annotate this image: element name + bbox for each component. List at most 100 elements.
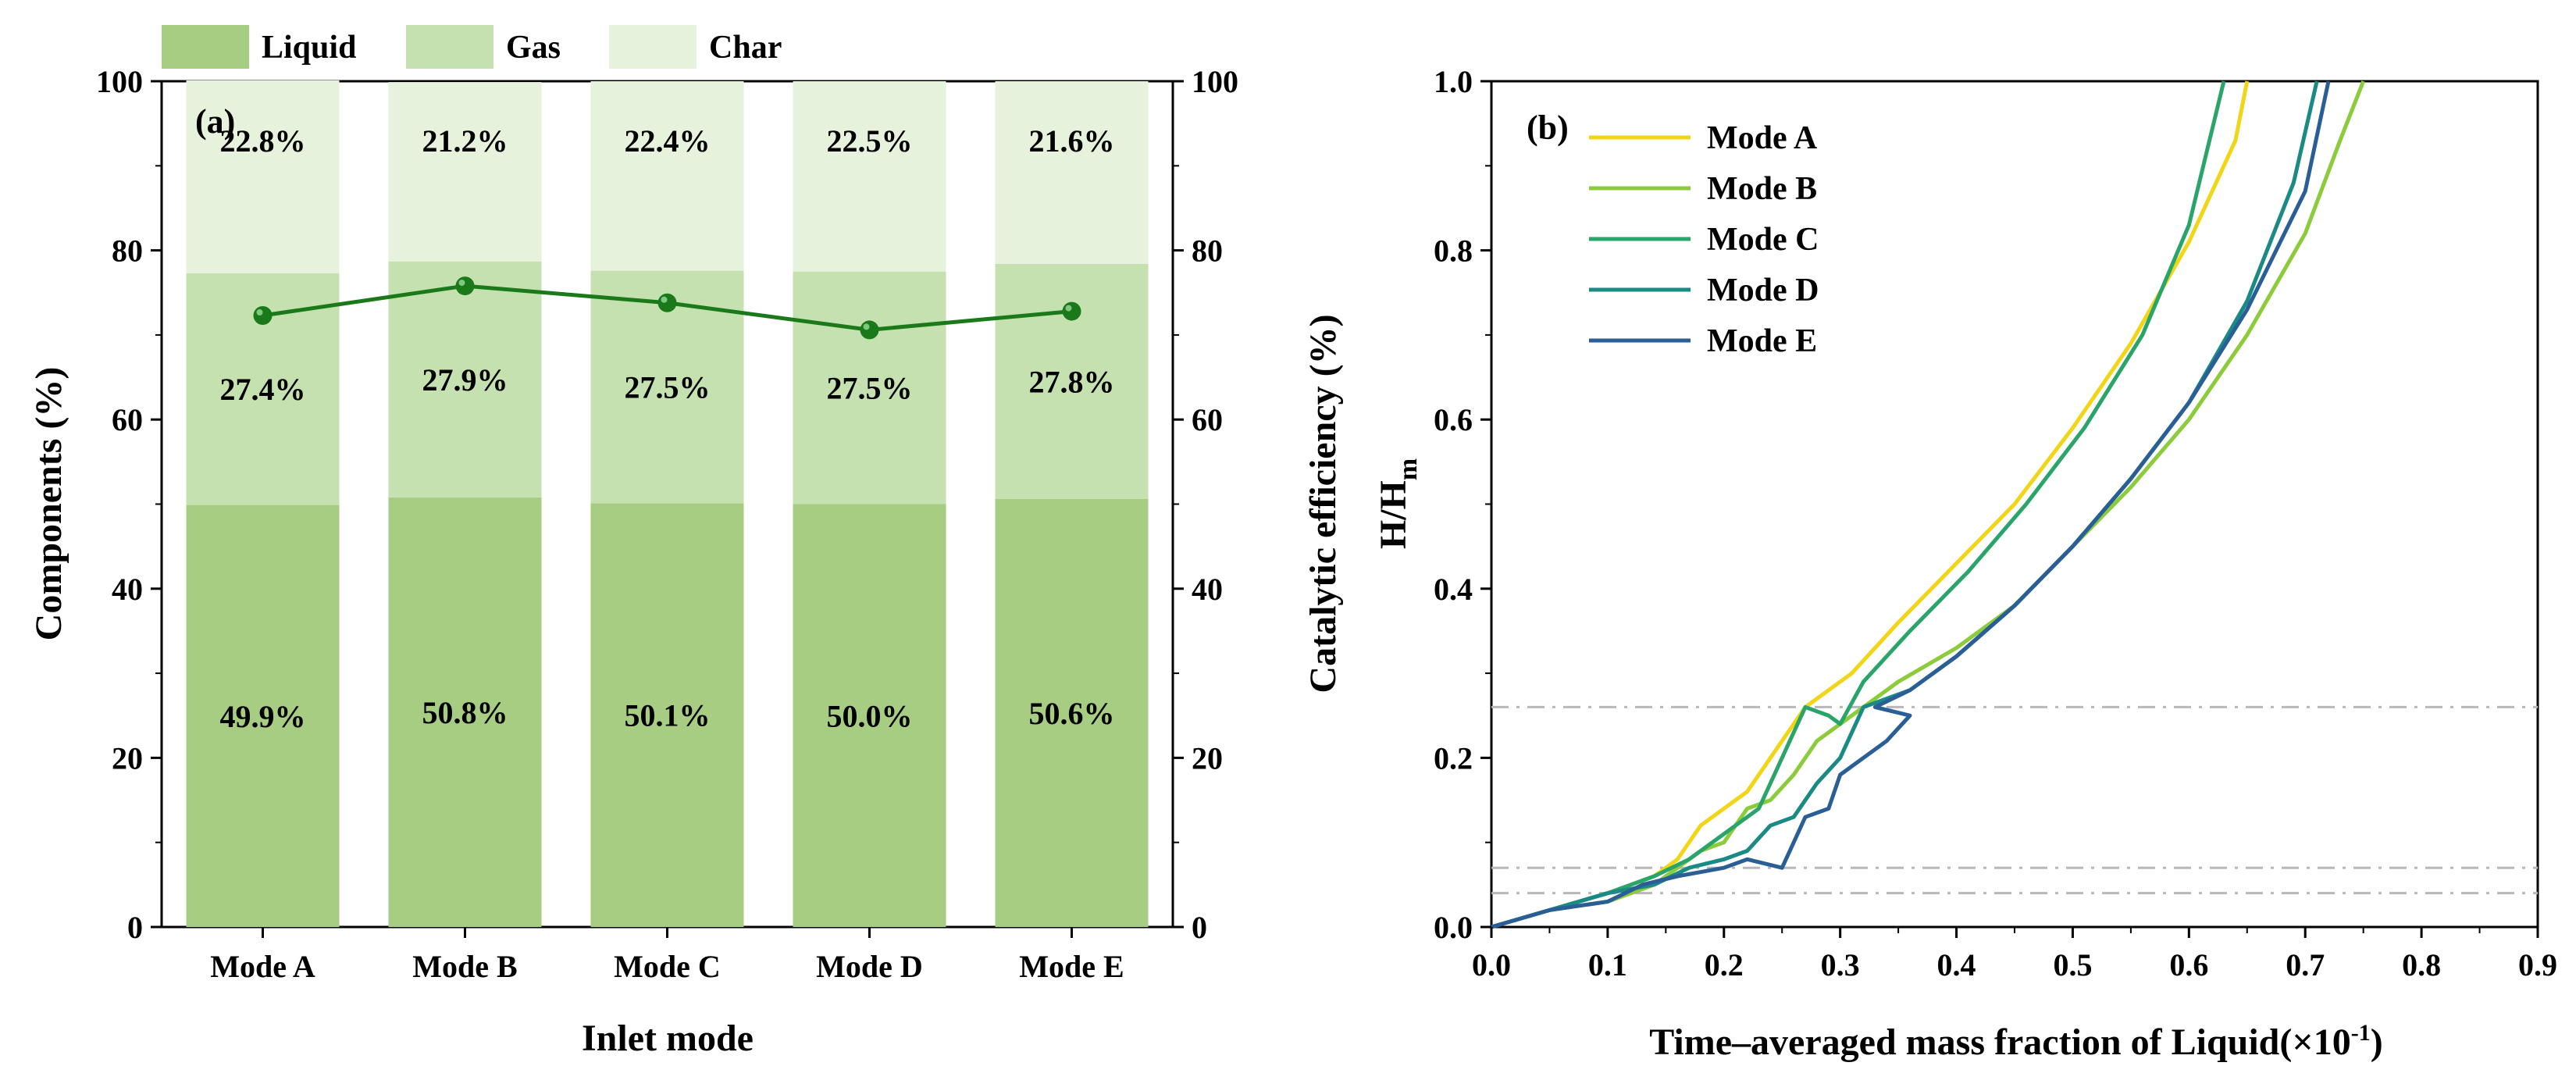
series-line-mode-e: [1491, 80, 2331, 929]
y-axis-title-b-main: H/H: [1373, 480, 1414, 549]
legend-label-mode-d: Mode D: [1707, 273, 1819, 308]
efficiency-point-highlight: [1065, 305, 1072, 312]
x-tick-label-b: 0.8: [2402, 947, 2441, 982]
legend-label-mode-b: Mode B: [1707, 171, 1817, 207]
y-tick-label-b: 1.0: [1434, 64, 1473, 99]
legend-label-mode-e: Mode E: [1707, 323, 1817, 359]
efficiency-point: [657, 293, 677, 312]
data-label-liquid: 50.1%: [625, 698, 711, 733]
efficiency-point: [455, 276, 475, 296]
x-tick-label-b: 0.2: [1705, 947, 1744, 982]
data-label-gas: 27.4%: [220, 372, 306, 407]
y-tick-label-b: 0.4: [1434, 572, 1473, 607]
x-axis-title-b: Time–averaged mass fraction of Liquid(×1…: [1649, 1020, 2382, 1063]
efficiency-point-highlight: [661, 296, 668, 303]
y-axis-title-b: H/Hm: [1373, 458, 1423, 549]
x-tick-label-b: 0.7: [2286, 947, 2325, 982]
legend-label-gas: Gas: [506, 30, 561, 66]
bar-liquid-mode-b: [388, 497, 542, 927]
data-label-char: 21.2%: [422, 123, 508, 159]
legend-label-mode-a: Mode A: [1707, 120, 1818, 156]
y2-tick-label-a: 80: [1192, 234, 1223, 269]
legend-label-mode-c: Mode C: [1707, 222, 1819, 258]
data-label-char: 22.5%: [827, 123, 913, 159]
bar-char-mode-c: [590, 81, 744, 271]
data-label-gas: 27.8%: [1029, 364, 1115, 399]
data-label-gas: 27.9%: [422, 362, 508, 398]
efficiency-point-highlight: [458, 280, 465, 287]
legend-label-char: Char: [709, 30, 782, 66]
y-tick-label-b: 0.8: [1434, 234, 1473, 269]
data-label-char: 22.4%: [625, 123, 711, 159]
efficiency-point: [860, 320, 879, 340]
bar-gas-mode-d: [793, 271, 946, 504]
y2-tick-label-a: 100: [1192, 64, 1238, 99]
y-tick-label-a: 100: [96, 64, 143, 99]
y-axis-title-b-sub: m: [1394, 458, 1423, 480]
data-label-liquid: 50.8%: [422, 695, 508, 730]
series-line-mode-a: [1491, 80, 2250, 929]
efficiency-point-highlight: [256, 308, 263, 316]
legend-swatch-liquid: [162, 25, 249, 69]
x-tick-label-b: 0.0: [1472, 947, 1511, 982]
bar-char-mode-e: [995, 81, 1149, 264]
efficiency-point: [1062, 301, 1081, 321]
y2-tick-label-a: 20: [1192, 740, 1223, 775]
legend-b: Mode A Mode B Mode C Mode D Mode E: [1589, 120, 1819, 359]
series-line-mode-c: [1491, 80, 2226, 929]
data-label-char: 22.8%: [220, 123, 306, 159]
y-tick-label-a: 80: [112, 234, 143, 269]
data-label-liquid: 50.0%: [827, 698, 913, 733]
legend-swatch-char: [609, 25, 697, 69]
y-tick-label-a: 40: [112, 572, 143, 607]
x-tick-label-a: Mode A: [210, 949, 315, 984]
bar-char-mode-d: [793, 81, 946, 272]
legend-swatch-gas: [406, 25, 493, 69]
y-tick-label-b: 0.0: [1434, 910, 1473, 945]
y-tick-label-a: 60: [112, 402, 143, 437]
x-tick-label-b: 0.1: [1588, 947, 1627, 982]
y-tick-label-b: 0.2: [1434, 740, 1473, 775]
panel-tag-a: (a): [195, 102, 235, 141]
x-axis-title-a: Inlet mode: [582, 1018, 754, 1059]
legend-a: Liquid Gas Char: [162, 25, 782, 69]
x-tick-label-b: 0.9: [2518, 947, 2557, 982]
x-tick-label-b: 0.6: [2169, 947, 2208, 982]
bar-liquid-mode-a: [186, 504, 340, 927]
y2-tick-label-a: 0: [1192, 910, 1207, 945]
y-tick-label-b: 0.6: [1434, 402, 1473, 437]
y-tick-label-a: 0: [127, 910, 143, 945]
y-axis-title-a: Components (%): [28, 367, 69, 641]
panel-b: 0.0 0.1 0.2 0.3 0.4 0.5 0.6 0.7 0.8 0.9 0.0 0.2 0.4 0…: [1373, 64, 2557, 1063]
bar-liquid-mode-c: [590, 503, 744, 927]
x-tick-label-b: 0.4: [1937, 947, 1976, 982]
panel-tag-b: (b): [1527, 109, 1569, 147]
x-tick-label-a: Mode C: [614, 949, 721, 984]
x-tick-label-a: Mode D: [816, 949, 923, 984]
y2-tick-label-a: 60: [1192, 402, 1223, 437]
bar-gas-mode-b: [388, 261, 542, 497]
efficiency-point: [253, 305, 273, 325]
x-tick-label-b: 0.3: [1821, 947, 1860, 982]
bar-liquid-mode-d: [793, 504, 946, 927]
y2-axis-title-a: Catalytic efficiency (%): [1302, 314, 1344, 693]
legend-label-liquid: Liquid: [262, 30, 356, 66]
x-axis-title-b-sup: -1: [2351, 1020, 2371, 1046]
data-label-char: 21.6%: [1029, 123, 1115, 159]
data-label-liquid: 49.9%: [220, 699, 306, 734]
y2-tick-label-a: 40: [1192, 572, 1223, 607]
bar-char-mode-a: [186, 80, 340, 273]
x-tick-label-b: 0.5: [2053, 947, 2092, 982]
bar-char-mode-b: [388, 82, 542, 262]
efficiency-point-highlight: [863, 323, 870, 330]
x-tick-label-a: Mode E: [1019, 949, 1124, 984]
data-label-liquid: 50.6%: [1029, 696, 1115, 731]
x-tick-label-a: Mode B: [412, 949, 517, 984]
x-axis-title-b-end: ): [2371, 1021, 2383, 1063]
data-label-gas: 27.5%: [827, 371, 913, 406]
data-label-gas: 27.5%: [625, 370, 711, 405]
y-tick-label-a: 20: [112, 740, 143, 775]
panel-a: Liquid Gas Char 49.9% 27.4% 22.8% 50.8% 27.9% 2…: [28, 25, 1344, 1059]
series-line-mode-b: [1491, 80, 2365, 929]
